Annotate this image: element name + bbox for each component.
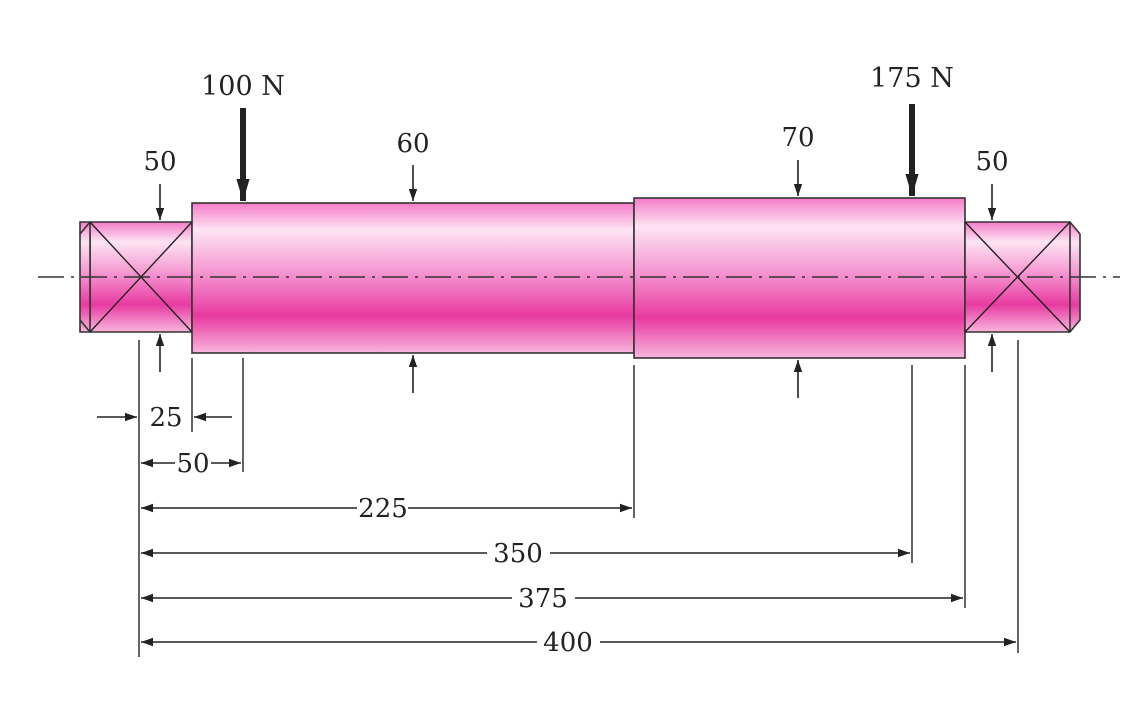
diameter-right-bearing: 50 bbox=[975, 147, 1009, 372]
dimension-225: 225 bbox=[141, 494, 632, 524]
dimension-50-label: 50 bbox=[176, 449, 209, 479]
diameter-section-60-label: 60 bbox=[396, 129, 429, 159]
diameter-section-70: 70 bbox=[781, 123, 815, 398]
dimension-400: 400 bbox=[141, 628, 1016, 658]
dimension-400-label: 400 bbox=[543, 628, 593, 658]
load-100n: 100 N bbox=[201, 71, 285, 201]
dimension-225-label: 225 bbox=[358, 494, 408, 524]
diameter-left-bearing: 50 bbox=[143, 147, 177, 372]
dimension-350-label: 350 bbox=[493, 539, 543, 569]
shaft-section-60 bbox=[191, 202, 635, 354]
dimension-350: 350 bbox=[141, 539, 910, 569]
shaft-section-70 bbox=[633, 197, 966, 359]
dimension-25-label: 25 bbox=[149, 403, 182, 433]
extension-lines bbox=[138, 340, 1019, 657]
dimension-375: 375 bbox=[141, 584, 963, 614]
diameter-section-60: 60 bbox=[396, 129, 430, 393]
diameter-right-bearing-label: 50 bbox=[975, 147, 1008, 177]
dimension-25: 25 bbox=[97, 403, 232, 433]
shaft bbox=[38, 197, 1120, 359]
diameter-left-bearing-label: 50 bbox=[143, 147, 176, 177]
dimension-375-label: 375 bbox=[518, 584, 568, 614]
diameter-section-70-label: 70 bbox=[781, 123, 814, 153]
dimension-50: 50 bbox=[141, 449, 241, 479]
load-175n: 175 N bbox=[870, 63, 954, 196]
load-100n-label: 100 N bbox=[201, 71, 285, 102]
load-175n-label: 175 N bbox=[870, 63, 954, 94]
